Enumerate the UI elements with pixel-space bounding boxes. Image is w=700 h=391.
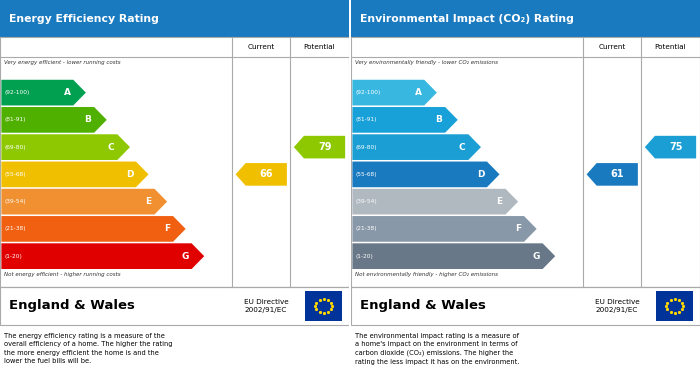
Text: The environmental impact rating is a measure of
a home's impact on the environme: The environmental impact rating is a mea… bbox=[355, 332, 519, 364]
Polygon shape bbox=[352, 216, 537, 242]
Polygon shape bbox=[1, 243, 204, 269]
Text: F: F bbox=[515, 224, 522, 233]
Polygon shape bbox=[1, 216, 186, 242]
Bar bbox=[0, 287, 349, 325]
Polygon shape bbox=[587, 163, 638, 186]
Text: EU Directive
2002/91/EC: EU Directive 2002/91/EC bbox=[595, 299, 640, 313]
Text: England & Wales: England & Wales bbox=[360, 300, 486, 312]
Bar bbox=[305, 291, 342, 321]
Text: G: G bbox=[181, 252, 189, 261]
Bar bbox=[351, 37, 700, 287]
Polygon shape bbox=[1, 80, 86, 106]
Polygon shape bbox=[352, 107, 458, 133]
Text: (69-80): (69-80) bbox=[355, 145, 377, 150]
Text: Very environmentally friendly - lower CO₂ emissions: Very environmentally friendly - lower CO… bbox=[355, 60, 498, 65]
Text: (81-91): (81-91) bbox=[4, 117, 26, 122]
Text: B: B bbox=[85, 115, 92, 124]
Text: (39-54): (39-54) bbox=[355, 199, 377, 204]
Polygon shape bbox=[352, 80, 437, 106]
Polygon shape bbox=[236, 163, 287, 186]
Text: D: D bbox=[477, 170, 484, 179]
Text: EU Directive
2002/91/EC: EU Directive 2002/91/EC bbox=[244, 299, 289, 313]
Text: England & Wales: England & Wales bbox=[8, 300, 134, 312]
Text: F: F bbox=[164, 224, 170, 233]
Text: D: D bbox=[125, 170, 133, 179]
Text: (21-38): (21-38) bbox=[4, 226, 26, 231]
Bar bbox=[0, 0, 349, 287]
Polygon shape bbox=[1, 189, 167, 215]
Text: Energy Efficiency Rating: Energy Efficiency Rating bbox=[8, 14, 159, 23]
Text: 61: 61 bbox=[610, 169, 624, 179]
Text: (1-20): (1-20) bbox=[355, 254, 373, 259]
Bar bbox=[0, 37, 349, 287]
Polygon shape bbox=[352, 161, 500, 187]
Polygon shape bbox=[352, 243, 555, 269]
Text: Not environmentally friendly - higher CO₂ emissions: Not environmentally friendly - higher CO… bbox=[355, 272, 498, 277]
Text: (69-80): (69-80) bbox=[4, 145, 26, 150]
Polygon shape bbox=[294, 136, 345, 158]
Text: Environmental Impact (CO₂) Rating: Environmental Impact (CO₂) Rating bbox=[360, 14, 573, 23]
Text: Not energy efficient - higher running costs: Not energy efficient - higher running co… bbox=[4, 272, 121, 277]
Polygon shape bbox=[1, 134, 130, 160]
Polygon shape bbox=[352, 134, 481, 160]
Text: The energy efficiency rating is a measure of the
overall efficiency of a home. T: The energy efficiency rating is a measur… bbox=[4, 332, 173, 364]
Text: Very energy efficient - lower running costs: Very energy efficient - lower running co… bbox=[4, 60, 121, 65]
Text: Current: Current bbox=[248, 44, 275, 50]
Polygon shape bbox=[645, 136, 696, 158]
Text: Current: Current bbox=[598, 44, 626, 50]
Text: (1-20): (1-20) bbox=[4, 254, 22, 259]
Text: (39-54): (39-54) bbox=[4, 199, 26, 204]
Polygon shape bbox=[352, 189, 518, 215]
Bar bbox=[351, 0, 700, 287]
Text: (55-68): (55-68) bbox=[4, 172, 26, 177]
Text: E: E bbox=[146, 197, 152, 206]
Text: A: A bbox=[414, 88, 421, 97]
Bar bbox=[351, 0, 700, 37]
Text: E: E bbox=[496, 197, 503, 206]
Text: (92-100): (92-100) bbox=[4, 90, 29, 95]
Text: C: C bbox=[459, 143, 466, 152]
Bar bbox=[0, 0, 349, 37]
Text: (81-91): (81-91) bbox=[355, 117, 377, 122]
Text: A: A bbox=[64, 88, 71, 97]
Polygon shape bbox=[1, 161, 148, 187]
Text: B: B bbox=[435, 115, 442, 124]
Text: Potential: Potential bbox=[654, 44, 686, 50]
Text: C: C bbox=[108, 143, 115, 152]
Text: 66: 66 bbox=[260, 169, 273, 179]
Text: G: G bbox=[533, 252, 540, 261]
Bar bbox=[657, 291, 693, 321]
Text: (21-38): (21-38) bbox=[355, 226, 377, 231]
Polygon shape bbox=[1, 107, 107, 133]
Text: Potential: Potential bbox=[304, 44, 335, 50]
Text: 79: 79 bbox=[318, 142, 331, 152]
Text: 75: 75 bbox=[669, 142, 682, 152]
Text: (55-68): (55-68) bbox=[355, 172, 377, 177]
Text: (92-100): (92-100) bbox=[355, 90, 381, 95]
Bar bbox=[351, 287, 700, 325]
